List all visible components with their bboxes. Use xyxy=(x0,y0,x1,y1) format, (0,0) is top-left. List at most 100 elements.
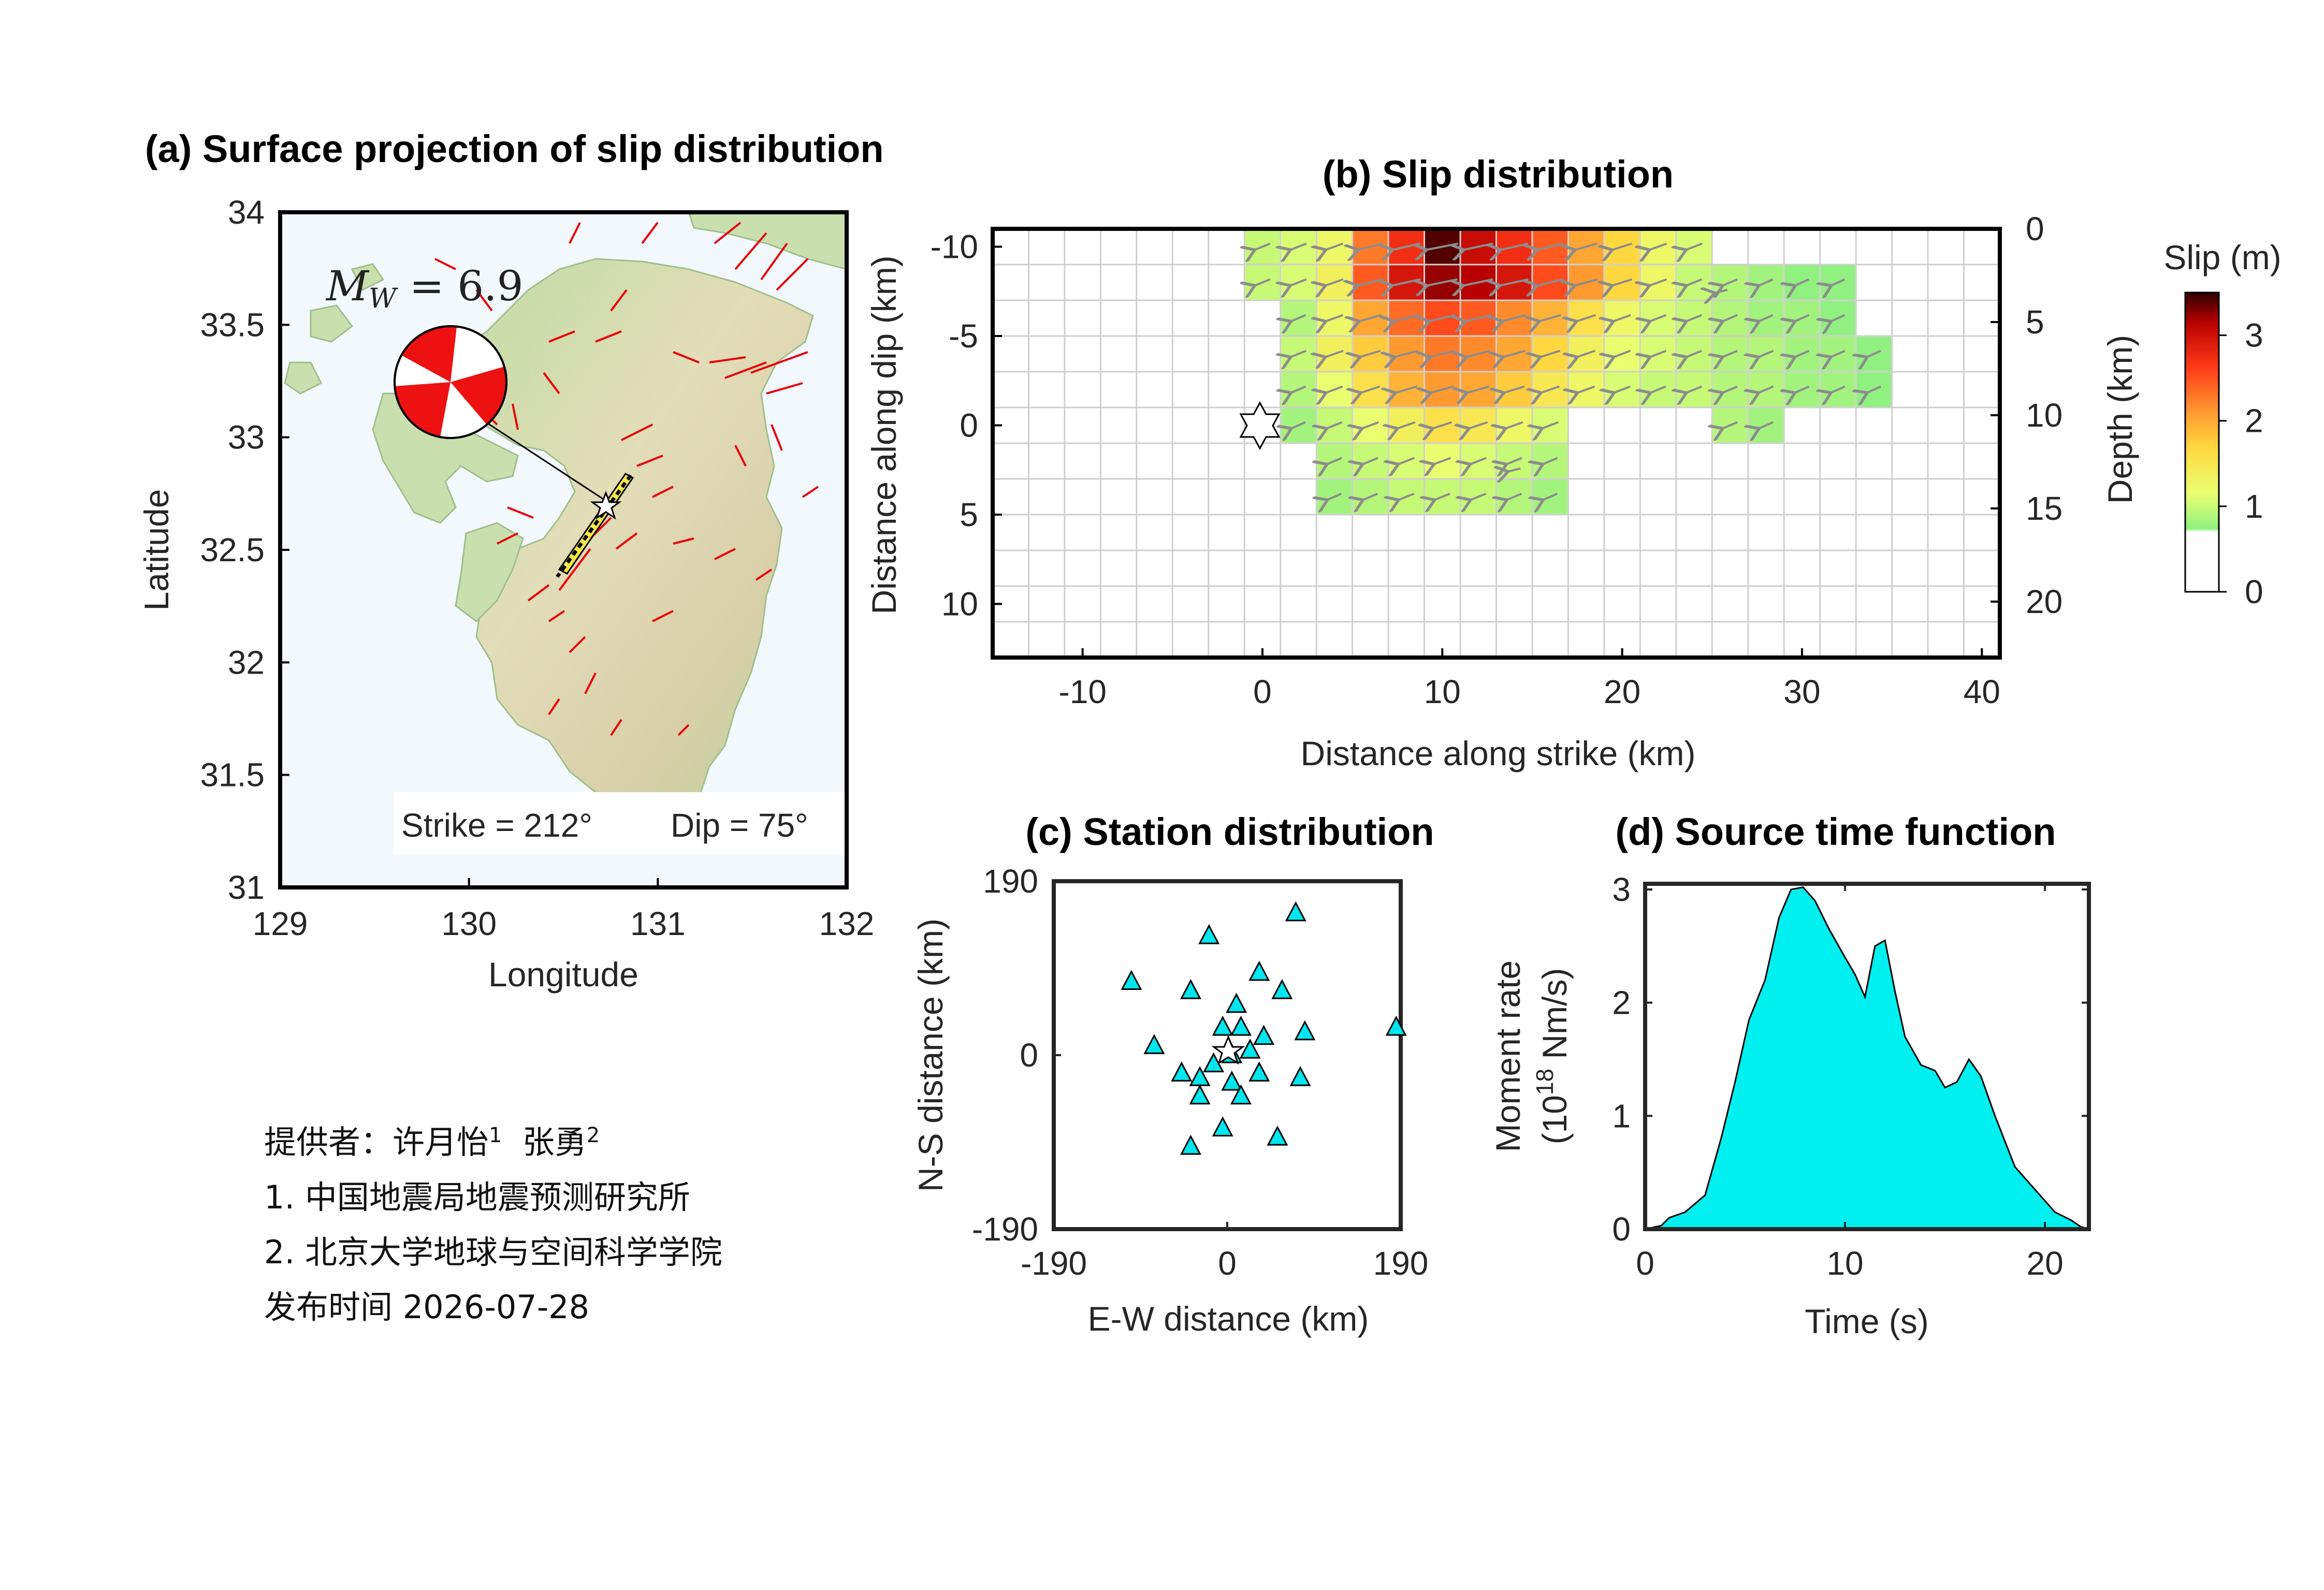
slip-vector xyxy=(1435,492,1450,500)
c-xtick-label: 0 xyxy=(1218,1245,1237,1282)
slip-plot-frame xyxy=(991,227,2002,660)
slip-vector xyxy=(1613,242,1633,250)
slip-vector xyxy=(1466,349,1490,357)
slip-vector xyxy=(1614,349,1631,357)
credits-line2: 1. 中国地震局地震预测研究所 xyxy=(264,1178,690,1216)
station-marker xyxy=(1180,1134,1201,1155)
slip-vector xyxy=(1503,314,1527,322)
beachball-icon xyxy=(394,325,507,439)
panel-a-title: (a) Surface projection of slip distribut… xyxy=(145,127,884,170)
slip-vector xyxy=(1255,242,1271,250)
c-xtick-label: 190 xyxy=(1373,1245,1429,1282)
station-marker xyxy=(1385,1015,1407,1036)
active-faults xyxy=(434,222,819,736)
slip-vector xyxy=(1723,349,1738,357)
slip-vector xyxy=(1577,349,1596,357)
panel-c: (c) Station distribution -190 0 1901900-19… xyxy=(911,810,1434,1338)
slip-vector xyxy=(1831,349,1846,357)
b-ytick-right-label: 5 xyxy=(2026,303,2044,341)
slip-vector xyxy=(1360,349,1381,357)
d-ytick-label: 3 xyxy=(1612,871,1631,908)
b-xtick-label: 30 xyxy=(1783,673,1820,710)
slip-vector xyxy=(1687,349,1703,357)
credits-line3: 2. 北京大学地球与空间科学学院 xyxy=(264,1233,722,1271)
slip-vector xyxy=(1434,457,1451,464)
b-xtick-label: -10 xyxy=(1058,673,1107,710)
amakusa-land xyxy=(455,522,524,622)
a-ytick-label: 32 xyxy=(228,644,265,681)
slip-vector xyxy=(1687,385,1703,393)
slip-vector xyxy=(1326,242,1344,250)
slip-vector xyxy=(1649,278,1667,286)
slip-vector xyxy=(1539,314,1562,322)
slip-vector xyxy=(1795,385,1810,393)
c-ytick-label: 0 xyxy=(1020,1037,1038,1074)
slip-vector xyxy=(1759,314,1774,322)
slip-vector xyxy=(1543,492,1558,500)
slip-vector xyxy=(1537,278,1564,286)
d-xtick-label: 0 xyxy=(1636,1245,1654,1282)
slip-vector xyxy=(1723,314,1738,322)
b-ytick-label: 0 xyxy=(960,407,978,444)
panel-c-ticks: -190 0 190 190 0 -190 xyxy=(972,863,1428,1282)
panel-a-xlabel: Longitude xyxy=(488,955,638,994)
slip-vector xyxy=(1470,457,1487,464)
fault-top-trace xyxy=(556,474,632,578)
station-marker xyxy=(1171,1061,1193,1082)
station-marker xyxy=(1230,1084,1252,1105)
d-ytick-label: 1 xyxy=(1612,1097,1631,1134)
slip-vector xyxy=(1290,242,1307,250)
station-marker xyxy=(1267,1125,1288,1146)
slip-vector xyxy=(1465,314,1491,322)
station-marker xyxy=(1121,970,1142,990)
slip-vector xyxy=(1430,349,1455,357)
d-xtick-label: 10 xyxy=(1826,1245,1863,1282)
panel-d-title: (d) Source time function xyxy=(1616,810,2056,853)
slip-vector xyxy=(1363,492,1378,500)
slip-vector xyxy=(1506,421,1523,429)
panel-d-ylabel-line1: Moment rate xyxy=(1489,960,1527,1152)
panel-d-ylabel-line2: (1018 Nm/s) xyxy=(1531,968,1574,1145)
map-area: MW = 6.9 Strike = 212° Dip = 75° xyxy=(280,212,847,887)
a-xtick-label: 129 xyxy=(253,905,308,942)
credits-line4: 发布时间 2026-07-28 xyxy=(264,1288,590,1326)
b-ytick-right-label: 0 xyxy=(2026,210,2044,247)
slip-vector xyxy=(1723,421,1738,429)
slip-vector xyxy=(1759,385,1774,393)
slip-vector xyxy=(1649,242,1667,250)
d-ytick-label: 0 xyxy=(1612,1210,1631,1248)
slip-vector xyxy=(1542,421,1559,429)
slip-vector xyxy=(1326,349,1344,357)
station-marker xyxy=(1212,1116,1233,1136)
slip-vector xyxy=(1723,278,1738,286)
slip-vector xyxy=(1867,349,1881,357)
slip-vector xyxy=(1504,385,1525,393)
slip-vector xyxy=(1431,385,1454,393)
station-marker xyxy=(1221,1070,1243,1091)
slip-vector xyxy=(1362,421,1379,429)
slip-vector xyxy=(1429,314,1456,322)
station-marker xyxy=(1253,1025,1275,1045)
b-xtick-label: 20 xyxy=(1604,673,1640,710)
panel-c-title: (c) Station distribution xyxy=(1025,810,1434,853)
beachball-connector xyxy=(481,418,614,507)
slip-vector xyxy=(1614,314,1631,322)
slip-vector xyxy=(1290,278,1307,286)
slip-vector xyxy=(1395,349,1418,357)
station-marker xyxy=(1226,993,1247,1013)
d-xtick-label: 20 xyxy=(2026,1245,2063,1282)
b-xtick-label: 40 xyxy=(1964,673,2000,710)
station-marker xyxy=(1180,979,1201,999)
a-ytick-label: 32.5 xyxy=(200,531,265,568)
a-ytick-label: 34 xyxy=(228,194,265,231)
slip-grid xyxy=(992,228,2001,659)
slip-vector xyxy=(1686,242,1703,250)
hypocenter-star-b xyxy=(1239,401,1281,450)
panel-c-ylabel: N-S distance (km) xyxy=(911,918,950,1192)
colorbar-tick-label: 3 xyxy=(2245,317,2263,354)
epicenter-star-a xyxy=(590,490,622,520)
panel-a: (a) Surface projection of slip distribut… xyxy=(137,127,884,994)
